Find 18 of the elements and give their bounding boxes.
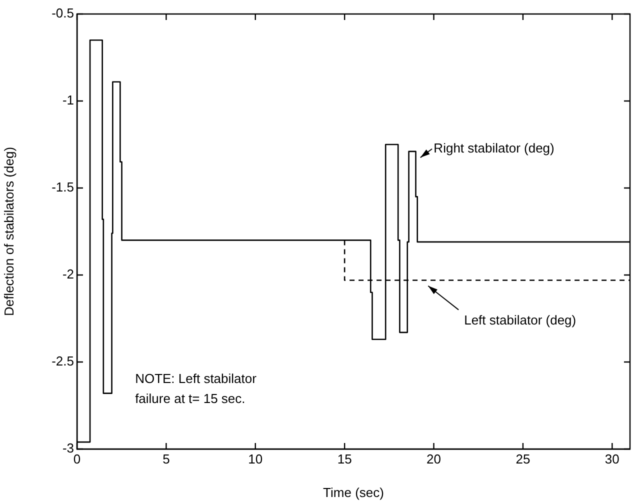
x-tick-label: 25 [516, 451, 530, 466]
x-tick-label: 20 [426, 451, 442, 466]
y-tick-label: -2.5 [52, 354, 74, 369]
y-tick-label: -1 [62, 92, 74, 108]
y-tick-label: -1.5 [52, 180, 74, 195]
y-tick-label: -2 [62, 266, 74, 282]
y-tick-label: -0.5 [52, 6, 74, 21]
x-tick-label: 0 [73, 451, 81, 466]
y-axis-title: Deflection of stabilators (deg) [1, 146, 16, 316]
legend-label: Right stabilator (deg) [434, 140, 554, 156]
text: Left stabilator (deg) [464, 312, 576, 328]
x-tick-label: 30 [604, 451, 620, 466]
x-tick-label: 5 [162, 451, 170, 466]
x-tick-label: 10 [248, 451, 263, 466]
annotation: NOTE: Left stabilator failure at t= 15 sec. [135, 370, 258, 406]
y-tick-label: -3 [62, 440, 74, 456]
x-tick-label: 15 [337, 451, 352, 466]
x-axis-title: Time (sec) [323, 484, 384, 500]
